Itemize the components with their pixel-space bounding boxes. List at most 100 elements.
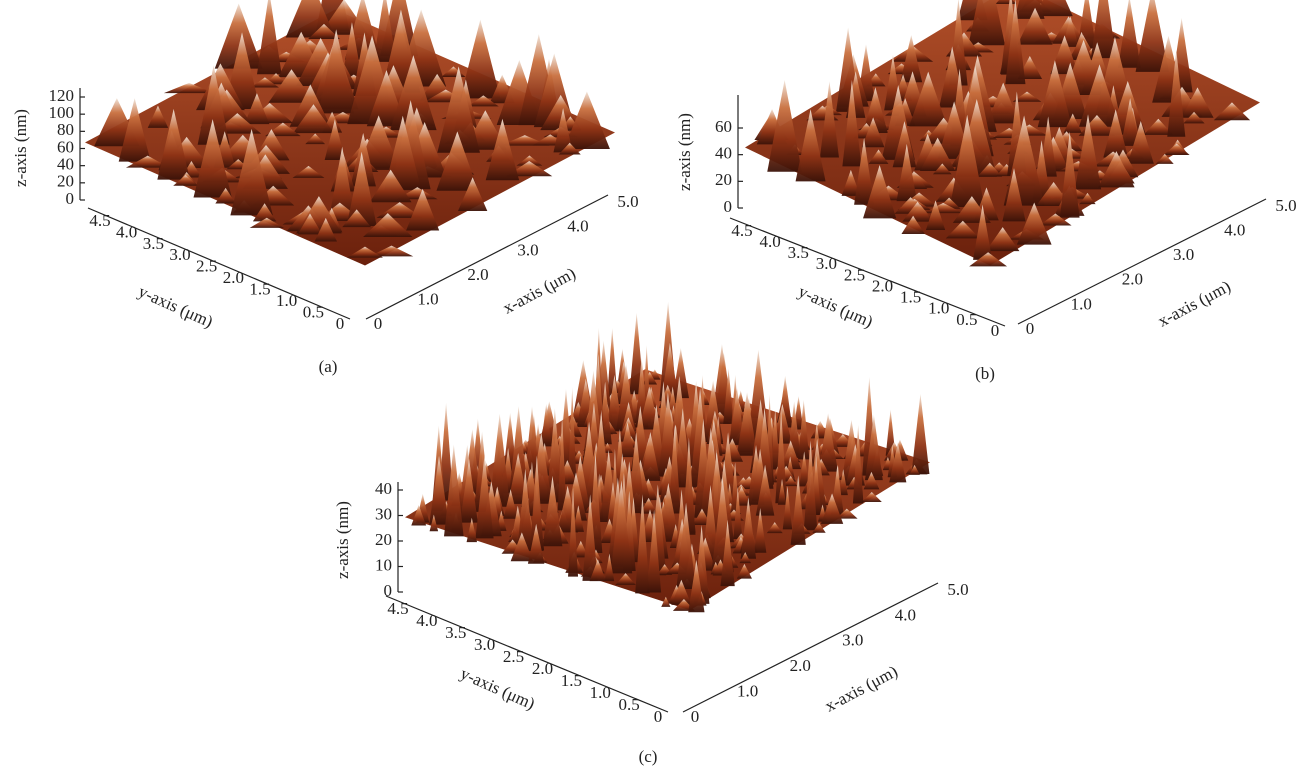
y-tick-label: 3.0 <box>169 245 190 264</box>
surface-peak <box>1079 64 1121 127</box>
y-tick-label: 1.5 <box>249 280 270 299</box>
surface-peak <box>985 227 1020 252</box>
surface-peak <box>889 442 907 483</box>
y-axis-label: y-axis (μm) <box>795 282 875 332</box>
surface-peak <box>1037 60 1073 128</box>
surface-peak <box>692 508 712 525</box>
surface-peak <box>475 455 494 539</box>
y-tick-label: 2.0 <box>532 659 553 678</box>
surface-peak <box>820 493 844 524</box>
y-tick-label: 0 <box>336 314 345 333</box>
z-tick-label: 20 <box>375 530 392 549</box>
surface-peak <box>835 508 858 519</box>
surface-peak <box>467 95 499 107</box>
surface-peak <box>770 409 781 470</box>
y-tick-label: 1.5 <box>900 288 921 307</box>
surface-peak <box>1035 0 1073 17</box>
x-tick-label: 2.0 <box>467 265 488 284</box>
surface-peak <box>524 406 540 479</box>
surface-peak <box>790 475 806 545</box>
surface-peak <box>516 155 543 166</box>
surface-peak <box>862 87 888 133</box>
y-tick-label: 3.0 <box>474 635 495 654</box>
y-axis <box>87 207 351 320</box>
x-tick-label: 2.0 <box>790 656 811 675</box>
y-tick-label: 2.5 <box>844 265 865 284</box>
surface-peak <box>308 23 340 39</box>
surface-peak <box>506 161 553 177</box>
surface-peak <box>292 165 325 178</box>
y-tick-label: 0 <box>654 707 663 726</box>
z-tick-label: 30 <box>375 504 392 523</box>
x-tick-label: 4.0 <box>895 605 916 624</box>
surface-peak <box>902 201 933 222</box>
surface-peak <box>529 455 544 551</box>
surface-peak <box>767 80 802 172</box>
surface-peak <box>747 444 765 505</box>
surface-peak <box>892 121 917 168</box>
z-tick-label: 20 <box>715 170 732 189</box>
surface-peak <box>901 215 925 234</box>
y-tick-label: 4.0 <box>416 611 437 630</box>
surface-peak <box>672 347 689 399</box>
surface-peak <box>1059 131 1080 218</box>
y-tick-label: 4.5 <box>387 599 408 618</box>
y-tick-label: 4.0 <box>759 232 780 251</box>
surface-peak <box>318 29 355 114</box>
surface-peak <box>782 486 793 530</box>
z-tick-label: 40 <box>375 479 392 498</box>
surface-peak <box>604 553 615 582</box>
surface-peak <box>925 200 946 231</box>
x-tick-label: 5.0 <box>617 192 638 211</box>
surface-peak <box>932 163 952 175</box>
z-axis-label: z-axis (nm) <box>333 501 352 579</box>
surface-peak <box>457 177 488 212</box>
surface-peak <box>676 502 696 590</box>
surface-peak <box>510 532 534 562</box>
x-tick-label: 1.0 <box>737 682 758 701</box>
surface-peak <box>460 19 501 99</box>
surface-peak <box>342 22 362 77</box>
surface-peak <box>1017 7 1053 45</box>
surface-peak <box>265 73 287 85</box>
surface-peak <box>1014 0 1045 19</box>
surface-peak <box>373 0 397 62</box>
surface-peak <box>640 432 661 481</box>
surface-peak <box>572 540 589 558</box>
y-axis <box>729 217 1006 327</box>
surface-peak <box>1012 91 1042 102</box>
surface-peak <box>723 368 734 424</box>
surface-peak <box>265 122 301 137</box>
surface-peak <box>818 413 839 472</box>
surface-peak <box>852 424 864 504</box>
surface-peak <box>772 403 793 444</box>
surface-peak <box>125 155 170 168</box>
x-axis <box>1017 198 1267 325</box>
surface-peak <box>230 128 273 216</box>
surface-peak <box>540 403 552 447</box>
surface-peak <box>736 563 752 579</box>
z-axis-label: z-axis (nm) <box>675 113 694 191</box>
x-tick-label: 0 <box>1026 319 1035 338</box>
surface-peak <box>900 34 923 83</box>
surface-peak <box>969 252 1008 267</box>
surface-peak <box>780 440 802 470</box>
surface-peak <box>1127 120 1154 164</box>
x-tick-label: 0 <box>691 707 700 726</box>
x-tick-label: 4.0 <box>567 216 588 235</box>
surface-peak <box>1143 118 1174 135</box>
z-axis-label: z-axis (nm) <box>11 109 30 187</box>
surface-peak <box>841 169 861 196</box>
surface-peak <box>252 203 277 222</box>
surface-peak <box>558 142 581 155</box>
y-axis <box>385 595 669 713</box>
x-tick-label: 1.0 <box>417 290 438 309</box>
y-tick-label: 0.5 <box>303 302 324 321</box>
y-tick-label: 1.0 <box>928 299 949 318</box>
surface-peak <box>797 399 810 460</box>
surface-peak <box>619 422 636 458</box>
y-axis-label: y-axis (μm) <box>135 282 215 332</box>
surface-peak <box>268 69 315 103</box>
z-tick-label: 60 <box>57 137 74 156</box>
x-axis-label: x-axis (μm) <box>500 264 579 318</box>
